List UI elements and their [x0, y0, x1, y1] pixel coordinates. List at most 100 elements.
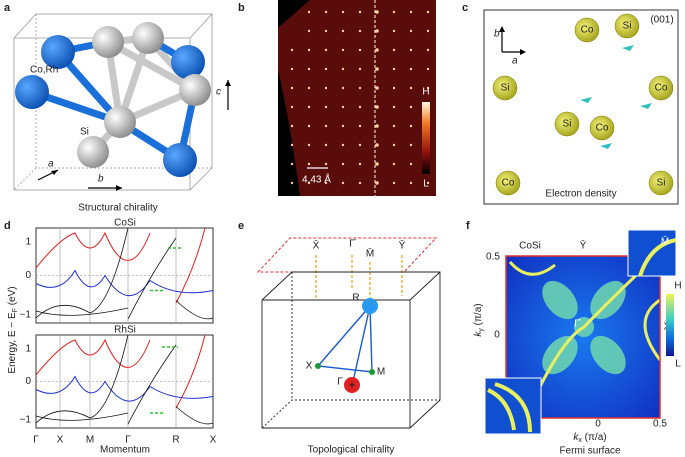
co-atom — [171, 45, 205, 79]
spot — [341, 10, 345, 14]
spot — [409, 162, 413, 166]
axis-label: b — [98, 174, 104, 185]
spot — [324, 67, 328, 71]
spot — [409, 124, 413, 128]
spot — [324, 29, 328, 33]
spot — [358, 10, 362, 14]
density-lobe — [622, 45, 634, 51]
spot — [409, 29, 413, 33]
atom-label: Co,Rh — [30, 65, 58, 76]
spot — [290, 181, 294, 185]
spot — [324, 124, 328, 128]
spot — [358, 29, 362, 33]
shape: Energy, E − E — [7, 312, 18, 374]
panel-label: c — [462, 2, 468, 14]
atom-label: Si — [80, 127, 89, 138]
shape — [508, 260, 556, 276]
spot — [358, 48, 362, 52]
spot — [341, 67, 345, 71]
spot — [375, 10, 379, 14]
spot — [409, 105, 413, 109]
point-label: Γ̄ — [574, 319, 582, 330]
atom-label: Co — [655, 83, 668, 94]
degeneracy-marker — [150, 346, 178, 414]
spot — [375, 143, 379, 147]
atom-label: Si — [501, 83, 510, 94]
spot — [324, 105, 328, 109]
colorbar — [666, 294, 674, 356]
si-atom — [92, 26, 124, 58]
shape — [13, 14, 212, 191]
spot — [341, 124, 345, 128]
shape: (eV) — [7, 286, 18, 308]
density-lobe — [580, 97, 592, 103]
spot — [375, 86, 379, 90]
point-label: M̄ — [366, 247, 374, 260]
spot — [324, 10, 328, 14]
panel-label: f — [466, 220, 470, 232]
charge-label: + — [349, 381, 355, 392]
spot — [341, 29, 345, 33]
atom-label: Si — [657, 178, 666, 189]
density-lobe — [640, 103, 652, 109]
spot — [358, 105, 362, 109]
shape — [508, 260, 662, 419]
spot — [341, 143, 345, 147]
panel-b: b 4.43 Å H L — [238, 0, 436, 196]
x-tick-label: R — [172, 435, 179, 446]
spot — [409, 48, 413, 52]
spot — [358, 181, 362, 185]
bulk-bz — [261, 271, 441, 429]
density-blob — [614, 13, 640, 39]
shape: x — [578, 437, 582, 444]
shape: (π/a) — [582, 432, 607, 443]
spot — [307, 86, 311, 90]
surface-bz — [256, 237, 438, 273]
spot — [307, 162, 311, 166]
y-tick-label: −1 — [20, 310, 32, 321]
spot — [307, 105, 311, 109]
band — [35, 375, 214, 402]
y-tick-label: −1 — [20, 415, 32, 426]
spot — [392, 124, 396, 128]
colorbar-label: L — [675, 359, 681, 370]
y-axis-label: ky (π/a) — [473, 303, 485, 336]
y-tick-label: 0.5 — [486, 252, 500, 263]
band — [35, 334, 214, 425]
y-tick-label: 0 — [494, 330, 500, 341]
spot — [290, 86, 294, 90]
spot — [358, 124, 362, 128]
x-tick-label: Γ — [125, 435, 131, 446]
spot — [409, 10, 413, 14]
si-atom — [77, 136, 109, 168]
density-lobe — [600, 143, 612, 149]
shape — [104, 38, 199, 94]
panel-f: f CoSi Ȳ M̄ Γ̄ X̄ 0.5 0 0 0.5 ky (π/a) k… — [466, 220, 682, 457]
spot — [307, 29, 311, 33]
x-tick-label: 0 — [595, 419, 601, 430]
spot — [307, 143, 311, 147]
x-axis-label: Momentum — [100, 445, 150, 456]
shape — [590, 335, 626, 375]
spot — [290, 67, 294, 71]
spot — [290, 124, 294, 128]
spot — [392, 143, 396, 147]
panel-d: d 1 0 −1 CoSi 1 0 −1 RhSi Γ X M Γ R X Energy, E − EF … — [4, 218, 217, 456]
spot — [426, 181, 430, 185]
spot — [358, 86, 362, 90]
gamma-point — [344, 377, 360, 393]
spot — [426, 67, 430, 71]
x-tick-label: M — [86, 435, 94, 446]
x-tick-label: Γ — [33, 435, 39, 446]
compound-label: RhSi — [114, 325, 136, 336]
panel-label: e — [238, 220, 244, 232]
density-blob — [574, 17, 600, 43]
spot — [324, 181, 328, 185]
point-label: M̄ — [661, 235, 669, 248]
x-tick-label: 0.5 — [653, 419, 667, 430]
spot — [375, 162, 379, 166]
spot — [409, 181, 413, 185]
spot — [324, 162, 328, 166]
spot — [409, 67, 413, 71]
